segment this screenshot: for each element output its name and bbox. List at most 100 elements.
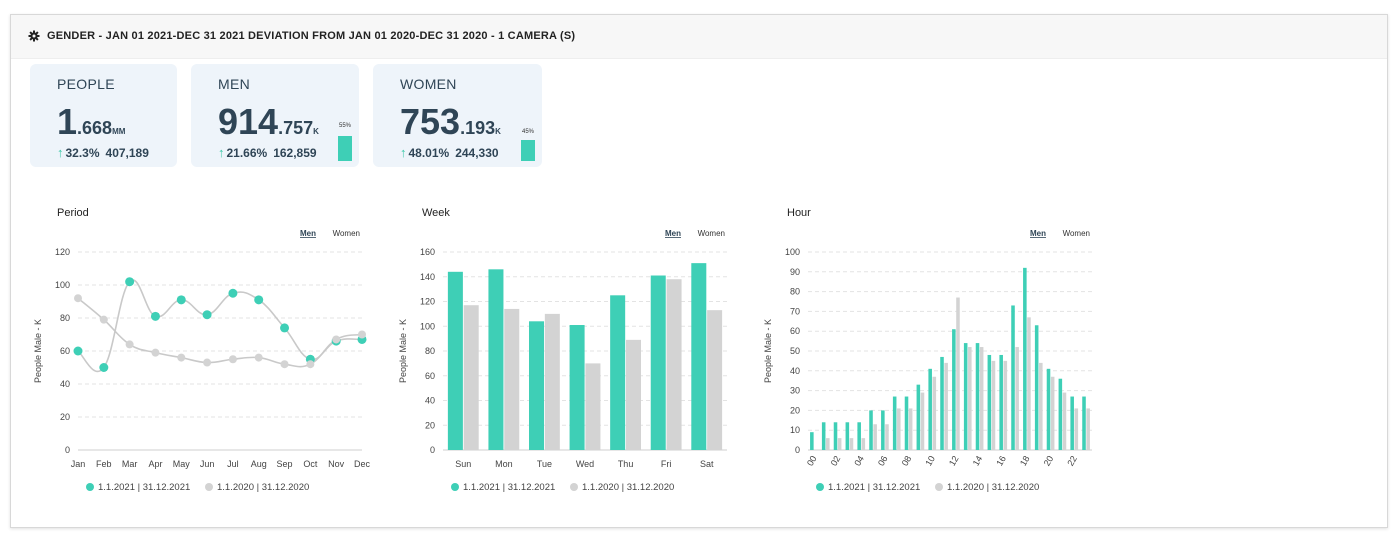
kpi-value-main: 914 [218,101,279,142]
toggle-men[interactable]: Men [300,229,316,238]
toggle-women[interactable]: Women [333,229,360,238]
legend-label-current: 1.1.2021 | 31.12.2021 [98,482,190,493]
data-point [358,330,366,339]
bar [975,343,980,450]
x-tick-label: Fri [661,459,672,469]
week-chart: Week Men Women People Male - K 0 20 40 60 80 100 1… [398,207,727,493]
bar [1086,408,1090,450]
legend-label-previous: 1.1.2020 | 31.12.2020 [947,482,1039,493]
x-tick-label: Mar [122,459,138,469]
data-point [73,346,83,356]
bar [979,347,984,450]
data-point [99,363,109,372]
bar [963,343,968,450]
bar [869,410,873,450]
y-axis-label: People Male - K [33,319,43,383]
x-tick-label: Sun [455,459,471,469]
x-tick-label: 02 [829,454,843,468]
bar [544,313,560,450]
data-point [228,355,237,364]
bar [956,297,960,450]
bar [991,360,996,450]
y-tick-label: 60 [60,346,70,356]
kpi-delta-pct: 48.01% [408,146,450,160]
x-tick-label: 08 [900,454,914,468]
data-point [306,360,315,369]
x-tick-label: 16 [994,454,1008,468]
x-tick-label: Apr [148,459,162,469]
y-tick-label: 50 [790,346,800,356]
hour-chart: Hour Men Women People Male - K 0 10 20 30 40 50 60… [763,207,1092,493]
arrow-up-icon: ↑ [400,145,407,160]
bar [904,396,909,450]
bar [857,422,861,450]
x-tick-label: Jan [71,459,86,469]
bar [1011,305,1015,450]
kpi-value-decimal: .668 [77,118,113,138]
bar [650,275,666,450]
bar [1034,325,1039,450]
kpi-card-people: PEOPLE 1.668MM ↑ 32.3% 407,189 [30,64,177,167]
bar [447,271,463,450]
y-tick-label: 160 [420,247,435,257]
kpi-value-unit: MM [112,127,126,136]
y-tick-label: 140 [420,272,435,282]
x-tick-label: 10 [923,454,937,468]
y-tick-label: 90 [790,267,800,277]
gear-icon[interactable] [28,30,40,42]
bar [1074,408,1079,450]
y-axis-label: People Male - K [398,319,408,383]
bar [821,422,826,450]
toggle-women[interactable]: Women [1063,229,1090,238]
data-point [99,315,108,324]
legend-label-previous: 1.1.2020 | 31.12.2020 [217,482,309,493]
bar [916,384,921,450]
x-tick-label: 04 [852,454,866,468]
bar [1015,347,1019,450]
legend-swatch-previous [205,483,213,491]
bar [529,321,545,450]
bar [1023,267,1027,450]
bar [932,376,937,450]
kpi-delta-pct: 21.66% [226,146,268,160]
chart-title: Week [422,207,450,219]
toggle-women[interactable]: Women [698,229,725,238]
bar [897,408,901,450]
kpi-value-main: 1 [57,101,78,142]
legend-label-current: 1.1.2021 | 31.12.2021 [828,482,920,493]
x-tick-label: Mon [495,459,513,469]
y-tick-label: 80 [790,287,800,297]
y-tick-label: 70 [790,306,800,316]
bar [908,408,913,450]
data-point [151,348,160,357]
x-tick-label: 12 [947,454,961,468]
x-tick-label: Dec [354,459,371,469]
bar [1027,317,1031,450]
legend-label-current: 1.1.2021 | 31.12.2021 [463,482,555,493]
bar [885,424,889,450]
bar [1046,368,1051,450]
kpi-share-label: 45% [521,129,534,135]
legend-swatch-current [86,483,94,491]
bar [837,438,842,450]
y-tick-label: 20 [60,412,70,422]
bar [1070,396,1074,450]
bar [463,305,479,450]
kpi-delta-abs: 407,189 [105,146,149,160]
legend-label-previous: 1.1.2020 | 31.12.2020 [582,482,674,493]
kpi-value: 753.193K [400,101,501,143]
bar [968,347,972,450]
kpi-delta: ↑ 48.01% 244,330 [400,145,499,160]
data-point [150,311,160,321]
y-tick-label: 0 [430,445,435,455]
bar [625,339,641,450]
legend-swatch-current [451,483,459,491]
data-point [125,340,134,349]
x-tick-label: Feb [96,459,112,469]
toggle-men[interactable]: Men [1030,229,1046,238]
kpi-share-bar [521,140,535,161]
chart-title: Hour [787,207,811,219]
y-tick-label: 60 [790,326,800,336]
data-point [332,335,341,344]
toggle-men[interactable]: Men [665,229,681,238]
